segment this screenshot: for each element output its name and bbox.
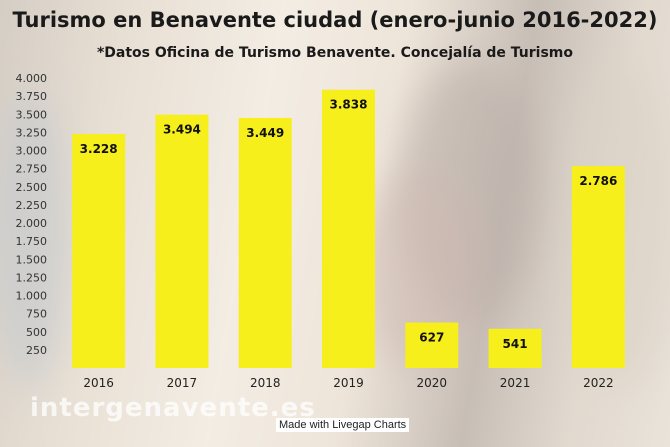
bar-value-label: 3.449: [246, 126, 284, 140]
bar-value-label: 3.838: [330, 98, 368, 112]
y-tick-label: 3.500: [16, 108, 48, 121]
bar: [155, 114, 209, 368]
bar: [72, 133, 126, 368]
site-watermark: intergenavente.es: [30, 393, 316, 423]
y-tick-label: 750: [26, 308, 47, 321]
y-tick-label: 4.000: [16, 72, 48, 85]
bar: [238, 117, 292, 368]
y-tick-label: 3.000: [16, 145, 48, 158]
bar-value-label: 627: [419, 331, 444, 345]
bar-value-label: 3.494: [163, 123, 201, 137]
bar: [571, 166, 625, 368]
y-tick-label: 2.250: [16, 199, 48, 212]
y-tick-label: 2.000: [16, 217, 48, 230]
y-tick-label: 2.500: [16, 181, 48, 194]
x-tick-label: 2016: [83, 376, 114, 390]
chart-subtitle: *Datos Oficina de Turismo Benavente. Con…: [96, 45, 574, 61]
x-tick-label: 2019: [333, 376, 364, 390]
chart-credit: Made with Livegap Charts: [276, 418, 410, 432]
y-tick-label: 1.000: [16, 290, 48, 303]
y-tick-label: 1.250: [16, 271, 48, 284]
y-tick-label: 250: [26, 344, 47, 357]
x-tick-label: 2017: [167, 376, 198, 390]
x-tick-label: 2022: [583, 376, 614, 390]
bar-value-label: 541: [503, 337, 528, 351]
bar: [488, 328, 542, 368]
y-tick-label: 3.750: [16, 90, 48, 103]
bar-value-label: 3.228: [80, 142, 118, 156]
y-tick-label: 1.500: [16, 253, 48, 266]
bar-value-label: 2.786: [579, 174, 617, 188]
x-tick-label: 2020: [417, 376, 448, 390]
y-tick-label: 1.750: [16, 235, 48, 248]
y-tick-label: 3.250: [16, 126, 48, 139]
x-tick-label: 2021: [500, 376, 531, 390]
y-tick-label: 500: [26, 326, 47, 339]
chart-title: Turismo en Benavente ciudad (enero-junio…: [12, 8, 658, 32]
x-tick-label: 2018: [250, 376, 281, 390]
bar: [322, 89, 375, 369]
y-tick-label: 2.750: [16, 163, 48, 176]
bar: [405, 322, 459, 368]
